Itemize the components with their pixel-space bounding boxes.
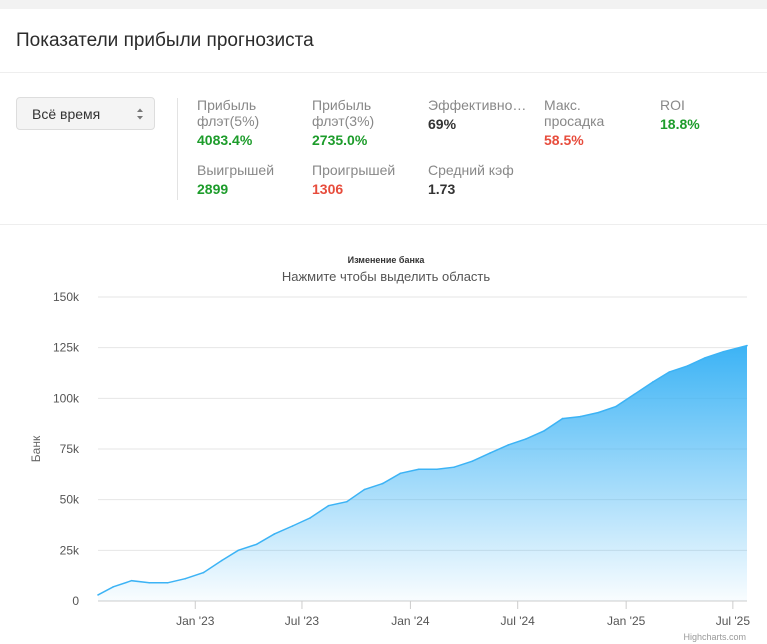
y-tick-label: 150k — [53, 290, 80, 304]
stat-label: ROI — [660, 97, 685, 113]
data-point[interactable] — [346, 500, 348, 503]
chart-subtitle: Нажмите чтобы выделить область — [282, 269, 491, 284]
bank-chart[interactable]: Изменение банка Нажмите чтобы выделить о… — [0, 229, 767, 644]
x-tick-label: Jan '23 — [176, 614, 215, 628]
page-title: Показатели прибыли прогнозиста — [16, 30, 314, 51]
data-point[interactable] — [746, 344, 748, 347]
data-point[interactable] — [381, 482, 384, 485]
top-strip — [0, 0, 767, 9]
data-point[interactable] — [507, 444, 510, 446]
data-point[interactable] — [237, 549, 240, 552]
stat-roi: ROI 18.8% — [660, 97, 700, 132]
data-point[interactable] — [668, 371, 670, 373]
y-tick-label: 75k — [60, 442, 80, 456]
x-tick-label: Jul '24 — [501, 614, 536, 628]
x-tick-label: Jan '25 — [607, 614, 646, 628]
data-point[interactable] — [471, 460, 474, 462]
data-point[interactable] — [597, 411, 600, 414]
stat-value: 2899 — [197, 181, 229, 197]
y-tick-label: 100k — [53, 391, 80, 405]
stat-wins: Выигрышей 2899 — [197, 162, 274, 197]
stat-average-odds: Средний кэф 1.73 — [428, 162, 514, 197]
stat-label: Эффективно… — [428, 97, 527, 113]
data-point[interactable] — [184, 577, 186, 580]
data-point[interactable] — [633, 393, 636, 396]
chart-title: Изменение банка — [348, 255, 426, 265]
chart-credits[interactable]: Highcharts.com — [683, 632, 746, 642]
data-point[interactable] — [436, 468, 438, 471]
period-select-value: Всё время — [32, 106, 101, 122]
stats-bottom-divider — [0, 224, 767, 225]
data-point[interactable] — [148, 582, 151, 584]
data-point[interactable] — [363, 488, 366, 491]
data-point[interactable] — [202, 571, 205, 574]
data-point[interactable] — [722, 350, 725, 353]
data-point[interactable] — [579, 415, 581, 418]
data-point[interactable] — [651, 381, 654, 383]
x-tick-label: Jul '25 — [716, 614, 751, 628]
data-point[interactable] — [273, 533, 276, 535]
data-point[interactable] — [543, 430, 545, 432]
stat-value: 58.5% — [544, 132, 584, 148]
header-divider — [0, 72, 767, 73]
stat-label: Макс. просадка — [544, 97, 605, 129]
stat-losses: Проигрышей 1306 — [312, 162, 395, 197]
stat-efficiency: Эффективно… 69% — [428, 97, 526, 132]
data-point[interactable] — [525, 438, 527, 440]
y-axis-title: Банк — [29, 435, 43, 462]
stat-value: 1.73 — [428, 181, 456, 197]
data-point[interactable] — [97, 594, 99, 596]
stat-value: 2735.0% — [312, 132, 368, 148]
stat-label: Прибыль флэт(3%) — [312, 97, 375, 129]
y-tick-label: 50k — [60, 493, 80, 507]
data-point[interactable] — [309, 517, 312, 519]
data-point[interactable] — [615, 405, 617, 408]
data-point[interactable] — [327, 504, 330, 507]
x-tick-label: Jan '24 — [391, 614, 430, 628]
data-point[interactable] — [686, 365, 689, 367]
data-point[interactable] — [112, 586, 115, 588]
stat-value: 69% — [428, 116, 457, 132]
stat-label: Выигрышей — [197, 162, 275, 178]
y-tick-label: 0 — [72, 594, 79, 608]
stat-label: Проигрышей — [312, 162, 396, 178]
stat-value: 4083.4% — [197, 132, 253, 148]
stats-divider — [177, 98, 178, 200]
data-point[interactable] — [221, 559, 223, 562]
stat-max-drawdown: Макс. просадка 58.5% — [544, 97, 604, 148]
data-point[interactable] — [561, 417, 564, 420]
x-tick-label: Jul '23 — [285, 614, 320, 628]
stat-label: Прибыль флэт(5%) — [197, 97, 260, 129]
area-fill — [98, 345, 747, 601]
data-point[interactable] — [489, 452, 491, 454]
stat-profit-flat-5: Прибыль флэт(5%) 4083.4% — [197, 97, 259, 148]
up-down-arrows-icon — [137, 108, 143, 120]
stat-profit-flat-3: Прибыль флэт(3%) 2735.0% — [312, 97, 374, 148]
y-tick-label: 125k — [53, 341, 80, 355]
stat-value: 18.8% — [660, 116, 700, 132]
data-point[interactable] — [291, 525, 294, 527]
data-point[interactable] — [704, 357, 706, 359]
stat-value: 1306 — [312, 181, 344, 197]
data-point[interactable] — [399, 472, 402, 475]
data-point[interactable] — [417, 468, 420, 471]
y-tick-label: 25k — [60, 543, 80, 557]
data-point[interactable] — [130, 579, 133, 582]
data-point[interactable] — [255, 543, 258, 546]
data-point[interactable] — [453, 466, 455, 468]
period-select[interactable]: Всё время — [16, 97, 155, 130]
stat-label: Средний кэф — [428, 162, 514, 178]
data-point[interactable] — [166, 582, 169, 584]
